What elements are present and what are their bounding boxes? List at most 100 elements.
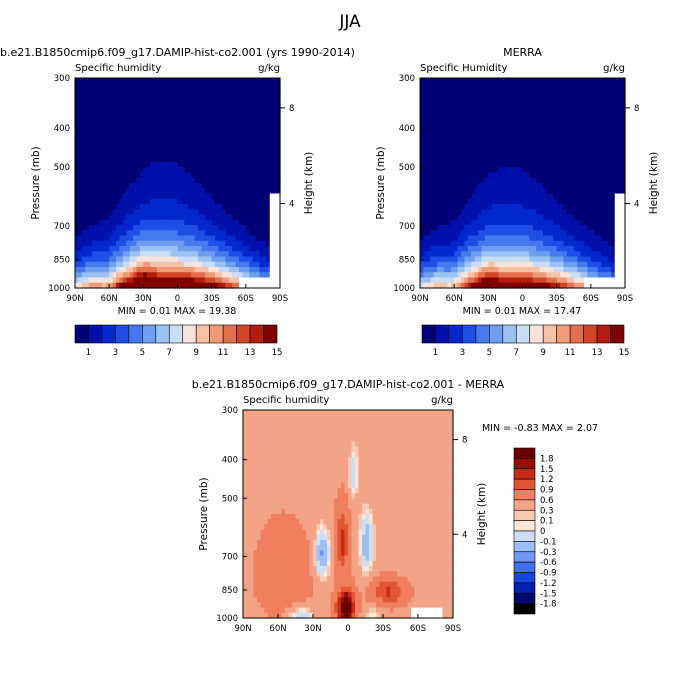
heatmap-cell <box>573 130 578 137</box>
heatmap-cell <box>177 104 182 111</box>
heatmap-cell <box>604 235 609 242</box>
heatmap-cell <box>92 277 97 284</box>
heatmap-cell <box>266 135 271 142</box>
heatmap-cell <box>150 267 155 273</box>
heatmap-cell <box>522 104 527 111</box>
heatmap-cell <box>553 93 558 100</box>
heatmap-cell <box>136 204 141 210</box>
heatmap-cell <box>228 162 233 168</box>
heatmap-cell <box>601 151 606 158</box>
heatmap-cell <box>536 272 541 279</box>
heatmap-cell <box>447 198 452 205</box>
heatmap-cell <box>126 172 131 179</box>
heatmap-cell <box>536 156 541 163</box>
heatmap-cell <box>157 235 162 242</box>
heatmap-cell <box>256 219 261 226</box>
heatmap-cell <box>170 177 175 184</box>
heatmap-cell <box>464 225 469 231</box>
heatmap-cell <box>98 193 103 200</box>
heatmap-cell <box>614 251 619 258</box>
heatmap-cell <box>133 104 138 111</box>
heatmap-cell <box>211 130 216 137</box>
colorbar-swatch <box>182 324 197 344</box>
heatmap-cell <box>604 230 609 237</box>
heatmap-cell <box>208 256 213 263</box>
heatmap-cell <box>157 120 162 126</box>
heatmap-cell <box>426 167 431 174</box>
heatmap-cell <box>587 246 592 252</box>
heatmap-cell <box>594 277 599 284</box>
heatmap-cell <box>208 99 213 105</box>
heatmap-cell <box>498 214 503 221</box>
heatmap-cell <box>594 114 599 121</box>
colorbar-swatch <box>435 324 450 344</box>
heatmap-cell <box>221 109 226 116</box>
heatmap-cell <box>95 209 100 216</box>
heatmap-cell <box>201 267 206 273</box>
heatmap-cell <box>491 267 496 273</box>
heatmap-cell <box>139 188 144 195</box>
heatmap-cell <box>505 230 510 237</box>
heatmap-cell <box>594 141 599 147</box>
heatmap-cell <box>252 130 257 137</box>
heatmap-cell <box>580 198 585 205</box>
heatmap-cell <box>450 78 455 84</box>
heatmap-cell <box>208 162 213 168</box>
heatmap-cell <box>239 130 244 137</box>
heatmap-cell <box>515 78 520 84</box>
heatmap-cell <box>563 83 568 90</box>
heatmap-cell <box>621 125 626 132</box>
heatmap-cell <box>170 225 175 231</box>
heatmap-cell <box>218 78 223 84</box>
heatmap-cell <box>450 272 455 279</box>
heatmap-cell <box>484 130 489 137</box>
heatmap-cell <box>133 282 138 289</box>
heatmap-cell <box>508 88 513 95</box>
heatmap-cell <box>584 125 589 132</box>
heatmap-cell <box>245 267 250 273</box>
heatmap-cell <box>105 251 110 258</box>
heatmap-cell <box>420 282 425 289</box>
heatmap-cell <box>580 93 585 100</box>
heatmap-cell <box>139 135 144 142</box>
heatmap-cell <box>393 410 398 416</box>
heatmap-cell <box>611 141 616 147</box>
heatmap-cell <box>570 246 575 252</box>
heatmap-cell <box>502 151 507 158</box>
heatmap-cell <box>556 177 561 184</box>
heatmap-cell <box>529 219 534 226</box>
heatmap-cell <box>604 99 609 105</box>
heatmap-cell <box>532 172 537 179</box>
heatmap-cell <box>146 225 151 231</box>
heatmap-cell <box>85 282 90 289</box>
heatmap-cell <box>491 146 496 153</box>
heatmap-cell <box>126 209 131 216</box>
heatmap-cell <box>266 114 271 121</box>
heatmap-cell <box>194 114 199 121</box>
heatmap-cell <box>539 235 544 242</box>
heatmap-cell <box>580 188 585 195</box>
heatmap-cell <box>426 177 431 184</box>
heatmap-cell <box>491 130 496 137</box>
heatmap-cell <box>109 272 114 279</box>
heatmap-cell <box>543 151 548 158</box>
heatmap-cell <box>495 251 500 258</box>
heatmap-cell <box>112 235 117 242</box>
heatmap-cell <box>201 225 206 231</box>
heatmap-cell <box>126 272 131 279</box>
heatmap-cell <box>590 167 595 174</box>
heatmap-cell <box>454 88 459 95</box>
heatmap-cell <box>119 125 124 132</box>
heatmap-cell <box>604 177 609 184</box>
heatmap-cell <box>430 141 435 147</box>
heatmap-cell <box>515 272 520 279</box>
heatmap-cell <box>519 104 524 111</box>
heatmap-cell <box>150 198 155 205</box>
heatmap-cell <box>249 282 254 289</box>
heatmap-cell <box>536 172 541 179</box>
heatmap-cell <box>560 177 565 184</box>
heatmap-cell <box>563 282 568 289</box>
heatmap-cell <box>474 135 479 142</box>
heatmap-cell <box>273 219 278 226</box>
heatmap-cell <box>228 277 233 284</box>
